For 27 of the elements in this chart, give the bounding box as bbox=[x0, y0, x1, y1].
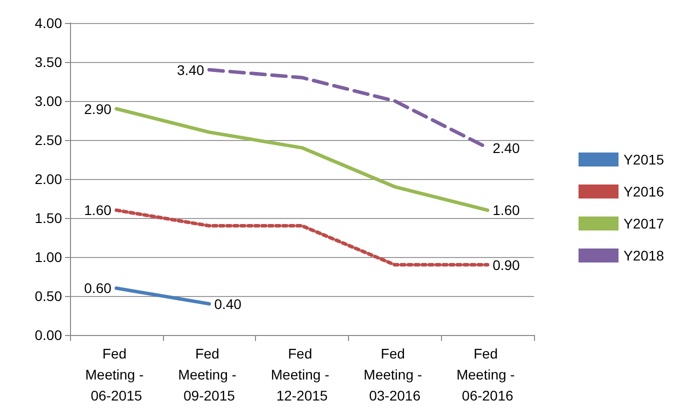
data-label: 1.60 bbox=[492, 202, 520, 218]
x-tick-label: Fed Meeting - 06-2016 bbox=[456, 346, 519, 404]
x-tick-label: Fed Meeting - 09-2015 bbox=[178, 346, 240, 404]
data-label: 2.90 bbox=[84, 100, 112, 117]
x-tick-label: Fed Meeting - 12-2015 bbox=[270, 346, 334, 404]
y-tick-label: 0.00 bbox=[34, 327, 62, 343]
y-tick-label: 1.50 bbox=[34, 210, 62, 226]
y-tick-label: 3.00 bbox=[34, 93, 62, 109]
data-label: 0.40 bbox=[214, 296, 242, 312]
y-tick-label: 2.50 bbox=[34, 132, 62, 148]
data-label: 0.60 bbox=[84, 280, 112, 296]
y-tick-label: 4.00 bbox=[34, 15, 62, 31]
data-label: 3.40 bbox=[176, 62, 204, 78]
legend-label: Y2017 bbox=[624, 216, 664, 232]
data-label: 0.90 bbox=[492, 256, 520, 273]
line-series bbox=[114, 107, 490, 212]
x-tick-label: Fed Meeting - 06-2015 bbox=[85, 346, 148, 404]
y-tick-label: 1.00 bbox=[34, 249, 62, 265]
y-tick-label: 3.50 bbox=[34, 54, 62, 70]
y-tick-label: 2.00 bbox=[34, 171, 62, 187]
x-tick-label: Fed Meeting - 03-2016 bbox=[364, 346, 426, 404]
y-tick-label: 0.50 bbox=[34, 288, 62, 304]
legend-label: Y2016 bbox=[624, 184, 664, 200]
legend-label: Y2018 bbox=[624, 248, 664, 264]
data-label: 1.60 bbox=[84, 202, 112, 218]
legend-label: Y2015 bbox=[624, 152, 664, 168]
data-label: 2.40 bbox=[492, 140, 520, 156]
